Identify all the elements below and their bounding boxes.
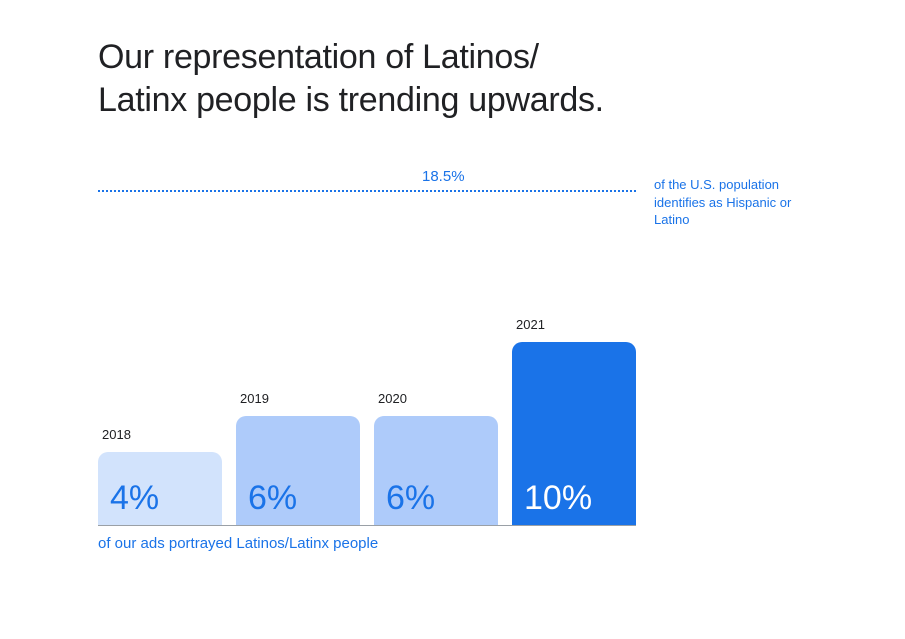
bar-value-label: 10% bbox=[524, 479, 592, 518]
bar-value-label: 4% bbox=[110, 479, 159, 518]
bars-row: 2018 4% 2019 6% 2020 6% 2021 10 bbox=[98, 186, 636, 526]
title-line-2: Latinx people is trending upwards. bbox=[98, 81, 604, 119]
bar-col-2019: 2019 6% bbox=[236, 391, 360, 526]
bar-year-label: 2019 bbox=[236, 391, 360, 406]
bar-value-label: 6% bbox=[248, 479, 297, 518]
chart-baseline bbox=[98, 525, 636, 527]
bar-col-2018: 2018 4% bbox=[98, 427, 222, 526]
bar-rect: 6% bbox=[236, 416, 360, 526]
bar-value-label: 6% bbox=[386, 479, 435, 518]
bar-year-label: 2018 bbox=[98, 427, 222, 442]
title-line-1: Our representation of Latinos/ bbox=[98, 38, 539, 76]
bar-year-label: 2020 bbox=[374, 391, 498, 406]
bar-rect: 10% bbox=[512, 342, 636, 526]
infographic-container: Our representation of Latinos/ Latinx pe… bbox=[0, 0, 905, 639]
bar-col-2020: 2020 6% bbox=[374, 391, 498, 526]
bar-rect: 4% bbox=[98, 452, 222, 526]
reference-value-label: 18.5% bbox=[422, 168, 465, 185]
bar-year-label: 2021 bbox=[512, 317, 636, 332]
bar-col-2021: 2021 10% bbox=[512, 317, 636, 526]
bar-rect: 6% bbox=[374, 416, 498, 526]
reference-note: of the U.S. population identifies as His… bbox=[654, 176, 804, 229]
chart-caption: of our ads portrayed Latinos/Latinx peop… bbox=[98, 535, 378, 552]
bar-chart: 2018 4% 2019 6% 2020 6% 2021 10 bbox=[98, 186, 636, 566]
page-title: Our representation of Latinos/ Latinx pe… bbox=[98, 36, 658, 121]
